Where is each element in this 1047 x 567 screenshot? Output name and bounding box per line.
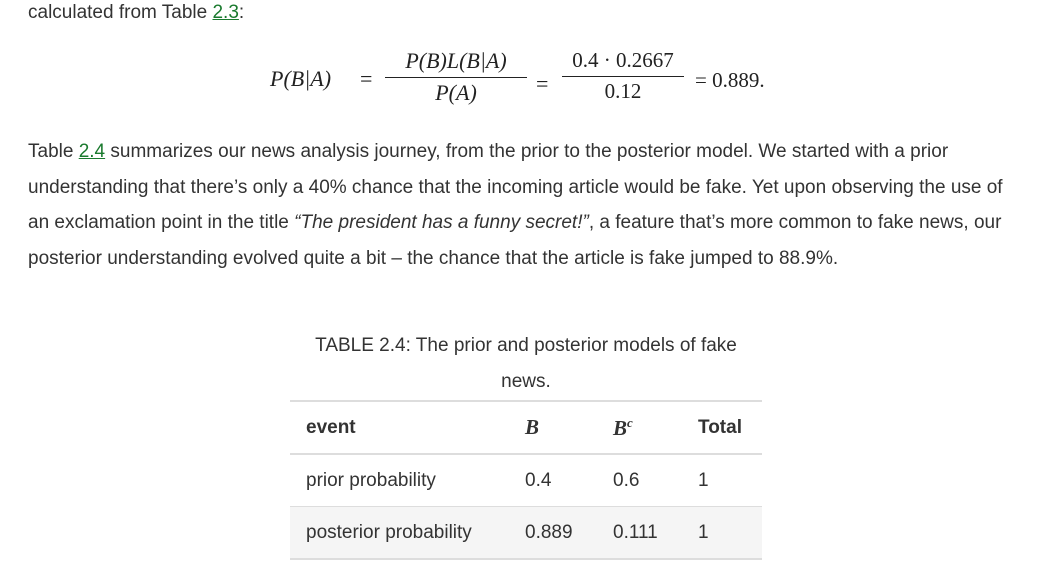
prior-posterior-table: event B Bc Total prior probability 0.4 0… <box>290 400 762 560</box>
cell-total: 1 <box>698 469 709 491</box>
header-b: B <box>509 401 597 455</box>
intro-colon: : <box>238 2 245 23</box>
header-bc: Bc <box>597 401 682 455</box>
cell-total: 1 <box>698 521 709 543</box>
fraction-values-numerator: 0.4 · 0.2667 <box>572 48 674 72</box>
cell-bc: 0.6 <box>613 469 640 491</box>
header-bc-superscript: c <box>627 414 633 430</box>
table-row: posterior probability 0.889 0.111 1 <box>290 506 762 559</box>
equation-result: = 0.889. <box>695 68 765 92</box>
intro-line: calculated from Table 2.3: <box>28 2 244 24</box>
table-caption: TABLE 2.4: The prior and posterior model… <box>315 335 737 392</box>
cell-event: posterior probability <box>306 521 472 543</box>
fraction-values-bar <box>562 76 684 77</box>
summary-text-2: summarizes our news analysis journey, fr… <box>28 141 1003 233</box>
bayes-equation: P(B|A) = P(B)L(B|A) P(A) = 0.4 · 0.2667 … <box>270 42 810 118</box>
fraction-values: 0.4 · 0.2667 0.12 <box>562 48 684 104</box>
fraction-bayes: P(B)L(B|A) P(A) <box>385 48 527 106</box>
fraction-bayes-numerator: P(B)L(B|A) <box>405 48 507 73</box>
table-header-row: event B Bc Total <box>290 401 762 455</box>
cell-b: 0.4 <box>525 469 552 491</box>
header-event: event <box>290 401 509 455</box>
table-2-3-link[interactable]: 2.3 <box>212 2 239 23</box>
table-row: prior probability 0.4 0.6 1 <box>290 454 762 507</box>
fraction-bayes-denominator: P(A) <box>435 80 477 105</box>
cell-event: prior probability <box>306 469 436 491</box>
fraction-bayes-bar <box>385 77 527 78</box>
summary-text-1: Table <box>28 141 79 162</box>
cell-bc: 0.111 <box>613 521 658 543</box>
header-total: Total <box>682 401 762 455</box>
equation-equals-1: = <box>360 66 373 91</box>
equation-equals-2: = <box>536 71 549 96</box>
cell-b: 0.889 <box>525 521 573 543</box>
fraction-values-denominator: 0.12 <box>604 79 642 103</box>
header-bc-base: B <box>613 415 628 440</box>
title-quote: “The president has a funny secret!” <box>294 212 589 233</box>
table-2-4-link[interactable]: 2.4 <box>78 141 106 162</box>
summary-text-3: , a feature that’s more common to fake n… <box>28 212 1002 269</box>
intro-text: calculated from Table <box>28 2 213 23</box>
equation-lhs: P(B|A) <box>270 66 332 91</box>
summary-paragraph: Table 2.4 summarizes our news analysis j… <box>28 134 1023 276</box>
